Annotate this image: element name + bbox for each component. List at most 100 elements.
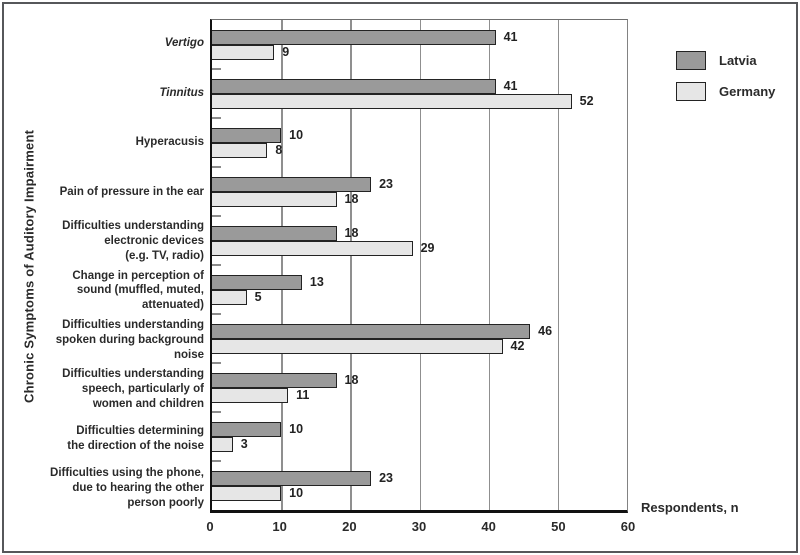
category-label: Difficulties determining the direction o…: [67, 425, 204, 452]
bar-line: 23: [212, 176, 627, 192]
x-tick-label: 0: [206, 519, 214, 534]
group-separator-tick: [212, 411, 221, 413]
group-separator-tick: [212, 313, 221, 315]
bar-line: 9: [212, 44, 627, 60]
bar-value-label: 3: [240, 436, 248, 451]
category-label: Pain of pressure in the ear: [59, 185, 204, 198]
x-tick-label: 10: [272, 519, 287, 534]
bar-latvia: [212, 421, 282, 437]
gridline: [488, 20, 491, 510]
x-tick-label: 50: [551, 519, 566, 534]
bar-line: 8: [212, 142, 627, 158]
legend-swatch: [676, 82, 706, 101]
bar-group: 18 11: [212, 363, 627, 412]
category-label: Difficulties understanding electronic de…: [62, 220, 204, 262]
bar-line: 10: [212, 485, 627, 501]
group-separator-tick: [212, 264, 221, 266]
bar-germany: [212, 289, 247, 305]
category-label: Hyperacusis: [135, 136, 204, 149]
bar-value-label: 52: [579, 93, 594, 108]
legend-swatch: [676, 51, 706, 70]
bar-value-label: 10: [289, 127, 304, 142]
bar-line: 3: [212, 436, 627, 452]
bar-line: 42: [212, 338, 627, 354]
bar-group: 46 42: [212, 314, 627, 363]
bar-value-label: 18: [344, 191, 359, 206]
bar-line: 46: [212, 323, 627, 339]
category-label: Vertigo: [164, 37, 204, 50]
bar-line: 29: [212, 240, 627, 256]
bar-value-label: 41: [503, 29, 518, 44]
bar-group: 10 3: [212, 412, 627, 461]
bar-latvia: [212, 78, 496, 94]
bar-germany: [212, 338, 503, 354]
x-axis-ticks: 0 10 20 30 40 50 60: [206, 519, 635, 535]
bar-germany: [212, 436, 233, 452]
bar-latvia: [212, 29, 496, 45]
bar-line: 18: [212, 372, 627, 388]
bar-value-label: 9: [282, 44, 290, 59]
bar-germany: [212, 93, 572, 109]
x-axis-title: Respondents, n: [641, 500, 739, 515]
group-separator-tick: [212, 460, 221, 462]
bar-germany: [212, 191, 337, 207]
bar-germany: [212, 44, 275, 60]
bar-latvia: [212, 176, 372, 192]
gridline: [419, 20, 421, 510]
x-tick-label: 60: [620, 519, 636, 534]
bar-latvia: [212, 323, 531, 339]
legend-label: Germany: [719, 84, 776, 99]
bar-group: 23 18: [212, 167, 627, 216]
bar-value-label: 23: [379, 176, 393, 191]
x-tick-label: 20: [342, 519, 357, 534]
group-separator-tick: [212, 117, 221, 119]
bar-line: 10: [212, 421, 627, 437]
y-axis-title: Chronic Symptoms of Auditory Impairment: [21, 129, 37, 403]
plot-area: 41 9 41 52 10 8 23 18 18 29 13 5 46 42 18 11 10 3 23 10: [210, 19, 628, 513]
category-label: Difficulties understanding spoken during…: [55, 319, 204, 361]
category-label: Difficulties using the phone, due to hea…: [50, 467, 204, 509]
bar-line: 18: [212, 191, 627, 207]
bar-group: 41 9: [212, 20, 627, 69]
bar-group: 13 5: [212, 265, 627, 314]
bar-value-label: 42: [510, 338, 525, 353]
x-tick-label: 30: [411, 519, 427, 534]
bar-group: 23 10: [212, 461, 627, 510]
bar-line: 18: [212, 225, 627, 241]
bar-value-label: 41: [503, 78, 518, 93]
bar-group: 41 52: [212, 69, 627, 118]
legend-label: Latvia: [719, 53, 757, 68]
bar-line: 10: [212, 127, 627, 143]
bar-line: 13: [212, 274, 627, 290]
bar-line: 52: [212, 93, 627, 109]
bar-value-label: 11: [296, 387, 310, 402]
bar-value-label: 13: [309, 274, 324, 289]
bar-value-label: 18: [344, 372, 359, 387]
bar-germany: [212, 485, 282, 501]
bar-line: 23: [212, 470, 627, 486]
category-labels: Vertigo Tinnitus Hyperacusis Pain of pressu…: [38, 19, 204, 513]
legend-item: Latvia: [676, 51, 775, 70]
bar-value-label: 18: [344, 225, 359, 240]
category-label: Change in perception of sound (muffled, …: [72, 269, 204, 312]
bar-germany: [212, 142, 268, 158]
group-separator-tick: [212, 362, 221, 364]
bar-line: 41: [212, 29, 627, 45]
bar-latvia: [212, 372, 337, 388]
bar-group: 10 8: [212, 118, 627, 167]
bar-germany: [212, 240, 413, 256]
bar-line: 11: [212, 387, 627, 403]
bar-latvia: [212, 470, 372, 486]
bar-value-label: 8: [275, 142, 283, 157]
bar-rows: 41 9 41 52 10 8 23 18 18 29 13 5 46 42 18 11 10 3 23 10: [212, 20, 627, 510]
bar-value-label: 29: [420, 240, 435, 255]
bar-value-label: 10: [289, 421, 304, 436]
x-tick-label: 40: [481, 519, 496, 534]
group-separator-tick: [212, 166, 221, 168]
gridline: [350, 20, 352, 510]
bar-line: 41: [212, 78, 627, 94]
bar-value-label: 23: [379, 470, 393, 485]
bar-value-label: 46: [538, 323, 553, 338]
group-separator-tick: [212, 215, 221, 217]
